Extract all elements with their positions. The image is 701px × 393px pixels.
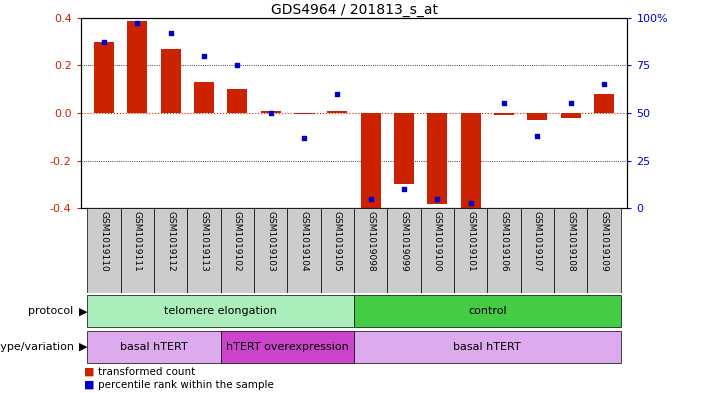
Text: telomere elongation: telomere elongation xyxy=(164,307,277,316)
Bar xyxy=(254,208,287,293)
Point xyxy=(132,20,143,27)
Bar xyxy=(587,208,620,293)
Bar xyxy=(561,113,580,118)
Point xyxy=(465,199,476,206)
Bar xyxy=(461,113,481,208)
Text: hTERT overexpression: hTERT overexpression xyxy=(226,342,348,352)
Text: percentile rank within the sample: percentile rank within the sample xyxy=(98,380,274,390)
Bar xyxy=(227,89,247,113)
Text: GSM1019110: GSM1019110 xyxy=(100,211,109,272)
Point xyxy=(565,100,576,107)
Bar xyxy=(294,113,314,114)
Bar xyxy=(361,113,381,208)
Text: GSM1019111: GSM1019111 xyxy=(132,211,142,272)
Text: GSM1019099: GSM1019099 xyxy=(400,211,409,272)
Bar xyxy=(354,331,620,363)
Bar xyxy=(354,296,620,327)
Title: GDS4964 / 201813_s_at: GDS4964 / 201813_s_at xyxy=(271,3,437,17)
Bar xyxy=(454,208,487,293)
Point xyxy=(165,30,176,36)
Text: basal hTERT: basal hTERT xyxy=(454,342,522,352)
Bar xyxy=(287,208,320,293)
Text: GSM1019108: GSM1019108 xyxy=(566,211,576,272)
Point xyxy=(599,81,610,88)
Bar xyxy=(128,21,147,113)
Text: GSM1019104: GSM1019104 xyxy=(299,211,308,272)
Bar xyxy=(327,110,347,113)
Bar xyxy=(394,113,414,184)
Text: ■: ■ xyxy=(84,367,95,377)
Text: protocol: protocol xyxy=(28,307,77,316)
Bar xyxy=(487,208,521,293)
Text: GSM1019112: GSM1019112 xyxy=(166,211,175,272)
Point xyxy=(398,186,409,192)
Bar xyxy=(521,208,554,293)
Bar xyxy=(554,208,587,293)
Text: GSM1019101: GSM1019101 xyxy=(466,211,475,272)
Point xyxy=(365,196,376,202)
Bar xyxy=(428,113,447,204)
Point xyxy=(532,133,543,139)
Bar xyxy=(527,113,547,120)
Bar xyxy=(94,42,114,113)
Bar xyxy=(594,94,614,113)
Bar xyxy=(154,208,187,293)
Text: ▶: ▶ xyxy=(79,342,88,352)
Text: GSM1019102: GSM1019102 xyxy=(233,211,242,272)
Point xyxy=(265,110,276,116)
Text: GSM1019106: GSM1019106 xyxy=(500,211,508,272)
Bar xyxy=(354,208,388,293)
Text: GSM1019107: GSM1019107 xyxy=(533,211,542,272)
Bar xyxy=(88,296,354,327)
Text: GSM1019105: GSM1019105 xyxy=(333,211,342,272)
Point xyxy=(332,91,343,97)
Text: GSM1019109: GSM1019109 xyxy=(599,211,608,272)
Point xyxy=(232,62,243,68)
Text: control: control xyxy=(468,307,507,316)
Text: GSM1019100: GSM1019100 xyxy=(433,211,442,272)
Bar xyxy=(494,113,514,116)
Text: GSM1019098: GSM1019098 xyxy=(366,211,375,272)
Bar xyxy=(161,49,181,113)
Bar xyxy=(388,208,421,293)
Bar xyxy=(187,208,221,293)
Text: transformed count: transformed count xyxy=(98,367,196,377)
Point xyxy=(198,53,210,59)
Point xyxy=(432,196,443,202)
Bar xyxy=(421,208,454,293)
Text: basal hTERT: basal hTERT xyxy=(120,342,188,352)
Bar xyxy=(88,331,221,363)
Text: GSM1019113: GSM1019113 xyxy=(200,211,208,272)
Bar xyxy=(261,110,280,113)
Bar xyxy=(320,208,354,293)
Bar xyxy=(121,208,154,293)
Text: ▶: ▶ xyxy=(79,307,88,316)
Point xyxy=(299,135,310,141)
Point xyxy=(98,39,109,46)
Text: GSM1019103: GSM1019103 xyxy=(266,211,275,272)
Text: ■: ■ xyxy=(84,380,95,390)
Text: genotype/variation: genotype/variation xyxy=(0,342,77,352)
Bar xyxy=(88,208,121,293)
Bar xyxy=(194,82,214,113)
Bar xyxy=(221,208,254,293)
Bar xyxy=(221,331,354,363)
Point xyxy=(498,100,510,107)
